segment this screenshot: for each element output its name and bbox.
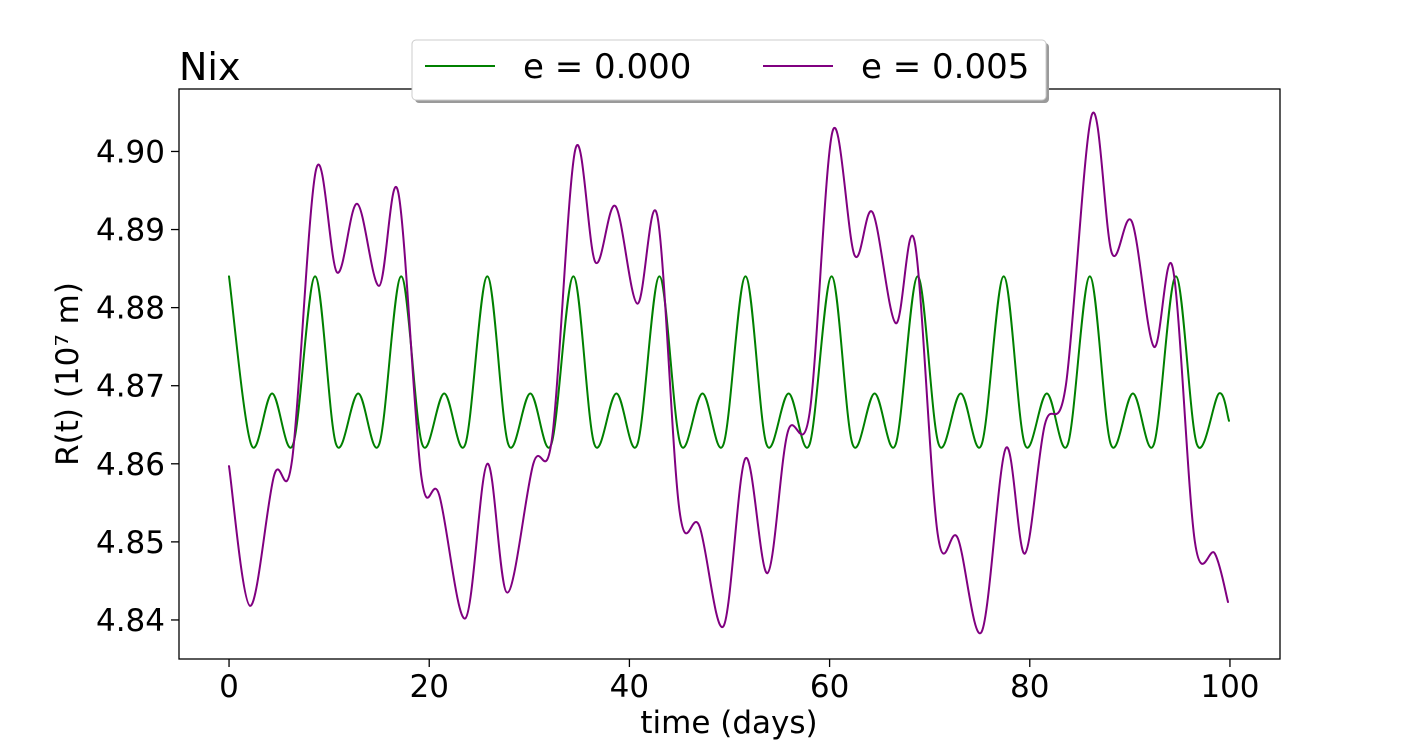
legend-label-e0: e = 0.000 bbox=[523, 47, 691, 87]
y-tick-label: 4.89 bbox=[96, 213, 165, 249]
series-line-0 bbox=[228, 275, 1230, 449]
legend-box bbox=[411, 39, 1047, 101]
x-tick-label: 60 bbox=[810, 669, 849, 705]
y-tick-label: 4.84 bbox=[96, 603, 165, 639]
y-axis-label: R(t) (10⁷ m) bbox=[50, 282, 86, 466]
x-tick-label: 0 bbox=[219, 669, 239, 705]
x-tick-label: 20 bbox=[410, 669, 449, 705]
y-tick-label: 4.88 bbox=[96, 291, 165, 327]
x-tick-label: 40 bbox=[610, 669, 649, 705]
x-axis-ticks: 0 20 40 60 80 100 bbox=[219, 659, 1260, 705]
series-line-1 bbox=[228, 111, 1229, 635]
legend: e = 0.000 e = 0.005 bbox=[411, 39, 1049, 103]
y-tick-label: 4.86 bbox=[96, 447, 165, 483]
x-tick-label: 80 bbox=[1010, 669, 1049, 705]
y-axis-ticks: 4.84 4.85 4.86 4.87 4.88 4.89 4.90 bbox=[96, 134, 179, 639]
legend-label-e005: e = 0.005 bbox=[861, 47, 1029, 87]
x-tick-label: 100 bbox=[1200, 669, 1259, 705]
chart-title: Nix bbox=[179, 45, 240, 89]
series-layer bbox=[228, 111, 1230, 635]
x-axis-label: time (days) bbox=[640, 705, 817, 740]
y-tick-label: 4.90 bbox=[96, 134, 165, 170]
y-tick-label: 4.87 bbox=[96, 369, 165, 405]
y-tick-label: 4.85 bbox=[96, 525, 165, 561]
